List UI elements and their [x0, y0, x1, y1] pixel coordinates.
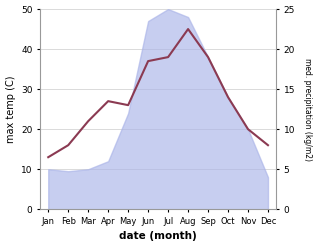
Y-axis label: med. precipitation (kg/m2): med. precipitation (kg/m2) — [303, 58, 313, 161]
X-axis label: date (month): date (month) — [119, 231, 197, 242]
Y-axis label: max temp (C): max temp (C) — [5, 75, 16, 143]
